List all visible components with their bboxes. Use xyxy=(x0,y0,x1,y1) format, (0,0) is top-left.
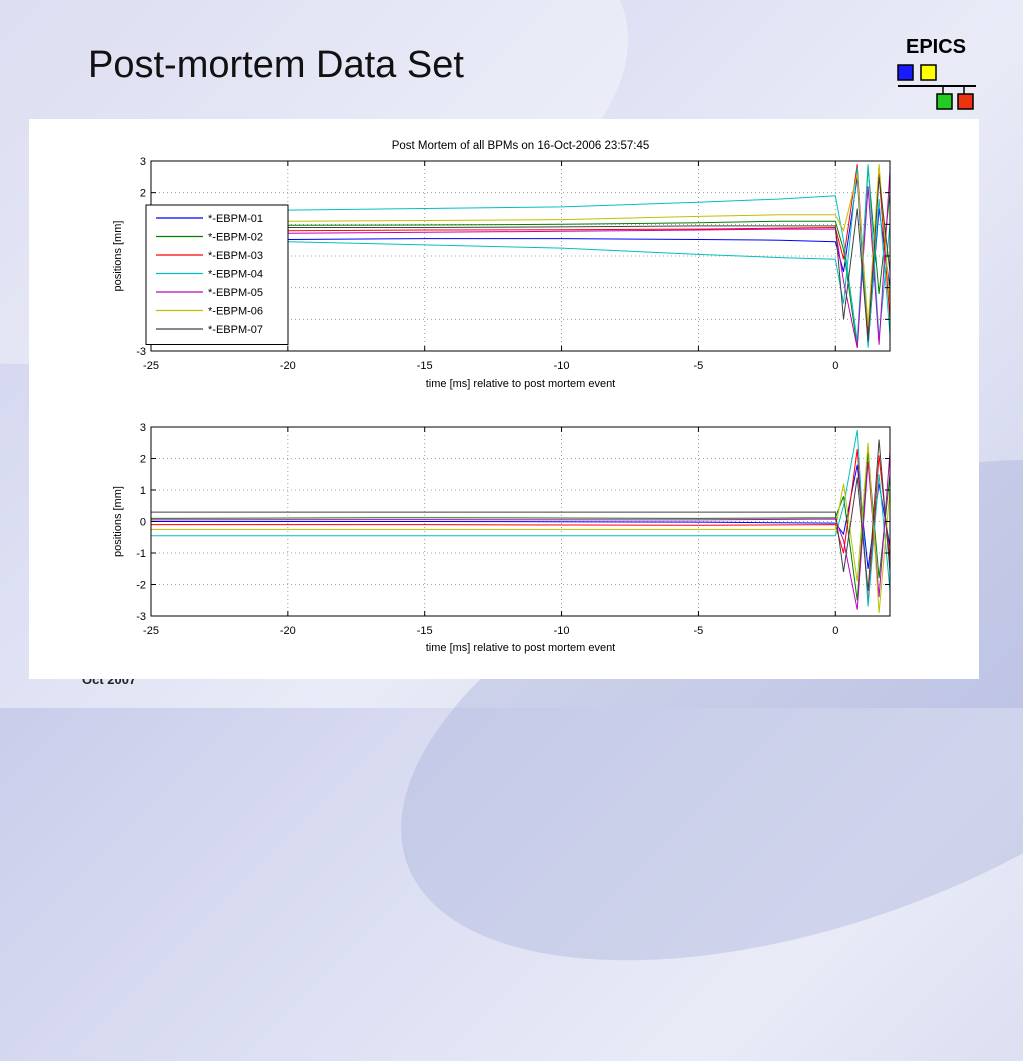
chart-1: -25 -20 -15 -10 -5 0 -3 2 3 Post Mortem of all BP… xyxy=(112,140,891,390)
x-tick-label: -15 xyxy=(417,360,433,372)
legend-label: *-EBPM-05 xyxy=(208,287,263,299)
legend-box xyxy=(145,204,289,345)
legend-label: *-EBPM-02 xyxy=(208,232,263,244)
chart-title: Post Mortem of all BPMs on 16-Oct-2006 2… xyxy=(392,140,650,152)
series-line xyxy=(151,452,890,601)
legend: *-EBPM-01 *-EBPM-02 *-EBPM-03 *-EBPM-04 *-EB… xyxy=(145,204,289,345)
logo-graphic xyxy=(897,64,976,110)
series-line xyxy=(151,452,890,610)
y-tick-label: -3 xyxy=(136,611,146,623)
series-group xyxy=(151,430,890,613)
epics-logo: EPICS xyxy=(896,36,978,112)
x-tick-label: -15 xyxy=(417,625,433,637)
slide-title: Post-mortem Data Set xyxy=(88,44,464,86)
series-group xyxy=(151,164,890,348)
legend-label: *-EBPM-06 xyxy=(208,306,263,318)
legend-label: *-EBPM-07 xyxy=(208,324,263,336)
y-tick-label: 2 xyxy=(140,188,146,200)
legend-label: *-EBPM-03 xyxy=(208,250,263,262)
series-line xyxy=(151,164,890,342)
y-tick-label: 0 xyxy=(140,517,146,529)
y-axis-label: positions [mm] xyxy=(112,486,124,557)
series-line xyxy=(151,449,890,604)
x-tick-label: -20 xyxy=(280,625,296,637)
series-line xyxy=(151,464,890,569)
x-tick-label: -25 xyxy=(143,360,159,372)
x-tick-label: 0 xyxy=(832,625,838,637)
logo-text: EPICS xyxy=(905,36,967,58)
series-line xyxy=(151,167,890,348)
y-tick-label: 3 xyxy=(140,156,146,168)
x-tick-label: -10 xyxy=(554,360,570,372)
x-axis-label: time [ms] relative to post mortem event xyxy=(426,642,616,654)
x-tick-label: -5 xyxy=(694,360,704,372)
y-axis-label: positions [mm] xyxy=(112,221,124,292)
y-tick-label: 2 xyxy=(140,454,146,466)
y-tick-label: -3 xyxy=(136,346,146,358)
series-line xyxy=(151,442,890,613)
series-line xyxy=(151,430,890,607)
x-tick-label: -10 xyxy=(554,625,570,637)
figure-panel: -25 -20 -15 -10 -5 0 -3 2 3 Post Mortem of all BP… xyxy=(29,119,979,679)
series-line xyxy=(151,439,890,591)
x-tick-label: -25 xyxy=(143,625,159,637)
x-tick-label: -20 xyxy=(280,360,296,372)
series-line xyxy=(151,164,890,326)
y-tick-label: -1 xyxy=(136,548,146,560)
legend-label: *-EBPM-01 xyxy=(208,213,263,225)
y-tick-label: 3 xyxy=(140,422,146,434)
series-line xyxy=(151,176,890,342)
x-tick-label: -5 xyxy=(694,625,704,637)
legend-label: *-EBPM-04 xyxy=(208,269,263,281)
y-tick-label: -2 xyxy=(136,580,146,592)
x-tick-label: 0 xyxy=(832,360,838,372)
x-axis-label: time [ms] relative to post mortem event xyxy=(426,378,616,390)
y-tick-label: 1 xyxy=(140,485,146,497)
series-line xyxy=(151,170,890,348)
